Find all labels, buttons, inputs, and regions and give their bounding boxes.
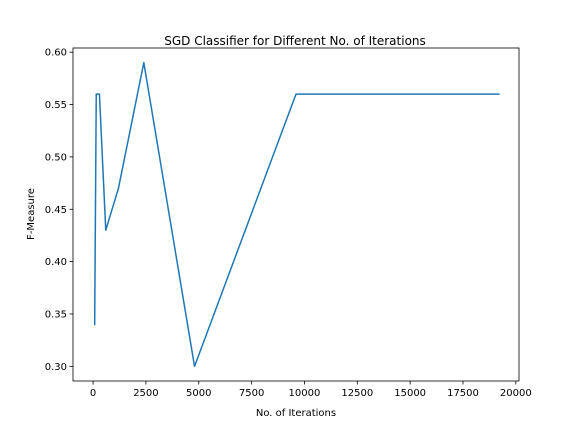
plot-area xyxy=(93,61,500,368)
x-tick-label: 0 xyxy=(90,388,96,399)
y-tick-label: 0.45 xyxy=(45,205,67,216)
x-tick-label: 10000 xyxy=(289,388,321,399)
y-tick-label: 0.60 xyxy=(45,48,67,59)
x-tick-label: 7500 xyxy=(239,388,264,399)
y-tick-label: 0.40 xyxy=(45,257,67,268)
plot-frame xyxy=(72,47,520,382)
y-tick-label: 0.50 xyxy=(45,152,67,163)
y-axis-label: F-Measure xyxy=(26,188,37,240)
x-tick-label: 15000 xyxy=(394,388,426,399)
x-tick-label: 12500 xyxy=(341,388,373,399)
x-tick-label: 2500 xyxy=(133,388,158,399)
series-line xyxy=(93,61,500,368)
x-tick-label: 17500 xyxy=(447,388,479,399)
chart-title: SGD Classifier for Different No. of Iter… xyxy=(164,34,426,48)
x-tick-label: 20000 xyxy=(500,388,532,399)
y-tick-label: 0.30 xyxy=(45,362,67,373)
y-axis: 0.30 0.35 0.40 0.45 0.50 0.55 0.60 xyxy=(45,48,73,373)
y-tick-label: 0.35 xyxy=(45,309,67,320)
x-axis-label: No. of Iterations xyxy=(256,408,336,419)
x-tick-label: 5000 xyxy=(186,388,211,399)
y-tick-label: 0.55 xyxy=(45,100,67,111)
x-axis: 0 2500 5000 7500 10000 12500 15000 17500 20000 xyxy=(90,381,532,399)
